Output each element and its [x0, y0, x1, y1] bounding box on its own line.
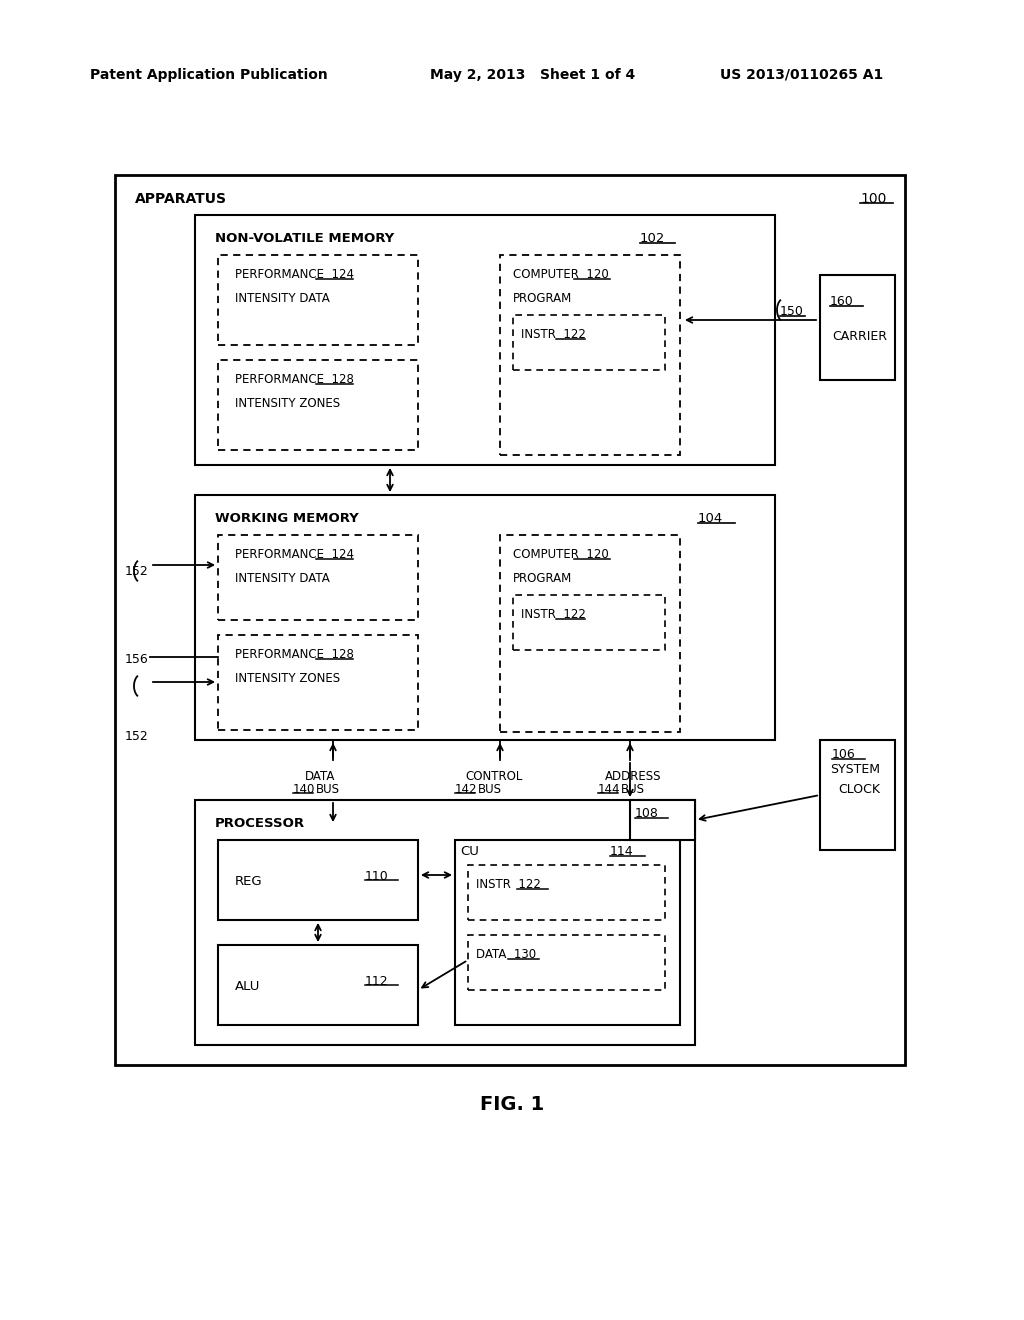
Bar [195, 495, 775, 741]
Bar [218, 635, 418, 730]
Text: BUS: BUS [478, 783, 502, 796]
Text: PERFORMANCE  128: PERFORMANCE 128 [234, 648, 354, 661]
Text: 152: 152 [125, 565, 148, 578]
Bar [513, 595, 665, 649]
Text: PROGRAM: PROGRAM [513, 292, 572, 305]
Bar [218, 945, 418, 1026]
Bar [195, 215, 775, 465]
Text: Patent Application Publication: Patent Application Publication [90, 69, 328, 82]
Text: PERFORMANCE  124: PERFORMANCE 124 [234, 548, 354, 561]
Text: INSTR  122: INSTR 122 [521, 327, 586, 341]
Bar [468, 865, 665, 920]
Text: 152: 152 [125, 730, 148, 743]
Text: SYSTEM: SYSTEM [830, 763, 880, 776]
Text: 110: 110 [365, 870, 389, 883]
Bar [218, 360, 418, 450]
Text: PERFORMANCE  124: PERFORMANCE 124 [234, 268, 354, 281]
Text: PROCESSOR: PROCESSOR [215, 817, 305, 830]
Bar [468, 935, 665, 990]
Text: 156: 156 [125, 653, 148, 667]
Bar [455, 840, 680, 1026]
Text: US 2013/0110265 A1: US 2013/0110265 A1 [720, 69, 884, 82]
Text: BUS: BUS [621, 783, 645, 796]
Text: 104: 104 [698, 512, 723, 525]
Bar [513, 315, 665, 370]
Bar [630, 800, 695, 840]
Text: INTENSITY ZONES: INTENSITY ZONES [234, 397, 340, 411]
Text: ADDRESS: ADDRESS [605, 770, 662, 783]
Text: COMPUTER  120: COMPUTER 120 [513, 268, 608, 281]
Text: FIG. 1: FIG. 1 [480, 1096, 544, 1114]
Text: 144: 144 [598, 783, 621, 796]
Text: INSTR  122: INSTR 122 [476, 878, 541, 891]
Text: 108: 108 [635, 807, 658, 820]
Bar [218, 535, 418, 620]
Text: BUS: BUS [316, 783, 340, 796]
Text: 114: 114 [610, 845, 634, 858]
Text: 142: 142 [455, 783, 477, 796]
Text: CONTROL: CONTROL [465, 770, 522, 783]
Bar [218, 255, 418, 345]
Text: INTENSITY DATA: INTENSITY DATA [234, 572, 330, 585]
Text: NON-VOLATILE MEMORY: NON-VOLATILE MEMORY [215, 232, 394, 246]
Bar [218, 840, 418, 920]
Text: 106: 106 [831, 748, 856, 762]
Text: CU: CU [460, 845, 479, 858]
Text: WORKING MEMORY: WORKING MEMORY [215, 512, 358, 525]
Bar [820, 275, 895, 380]
Bar [500, 255, 680, 455]
Text: May 2, 2013   Sheet 1 of 4: May 2, 2013 Sheet 1 of 4 [430, 69, 635, 82]
Text: ALU: ALU [234, 979, 260, 993]
Text: DATA: DATA [305, 770, 336, 783]
Text: PROGRAM: PROGRAM [513, 572, 572, 585]
Bar [820, 741, 895, 850]
Text: CLOCK: CLOCK [838, 783, 880, 796]
Text: DATA  130: DATA 130 [476, 948, 537, 961]
Text: 150: 150 [780, 305, 804, 318]
Text: 102: 102 [640, 232, 666, 246]
Text: INSTR  122: INSTR 122 [521, 609, 586, 620]
Text: 160: 160 [830, 294, 854, 308]
Bar [500, 535, 680, 733]
Text: 140: 140 [293, 783, 315, 796]
Text: REG: REG [234, 875, 262, 888]
Text: APPARATUS: APPARATUS [135, 191, 227, 206]
Text: 112: 112 [365, 975, 389, 987]
Text: PERFORMANCE  128: PERFORMANCE 128 [234, 374, 354, 385]
Bar [195, 800, 695, 1045]
Bar [115, 176, 905, 1065]
Text: INTENSITY DATA: INTENSITY DATA [234, 292, 330, 305]
Text: INTENSITY ZONES: INTENSITY ZONES [234, 672, 340, 685]
Text: CARRIER: CARRIER [831, 330, 887, 343]
Text: COMPUTER  120: COMPUTER 120 [513, 548, 608, 561]
Text: 100: 100 [860, 191, 887, 206]
